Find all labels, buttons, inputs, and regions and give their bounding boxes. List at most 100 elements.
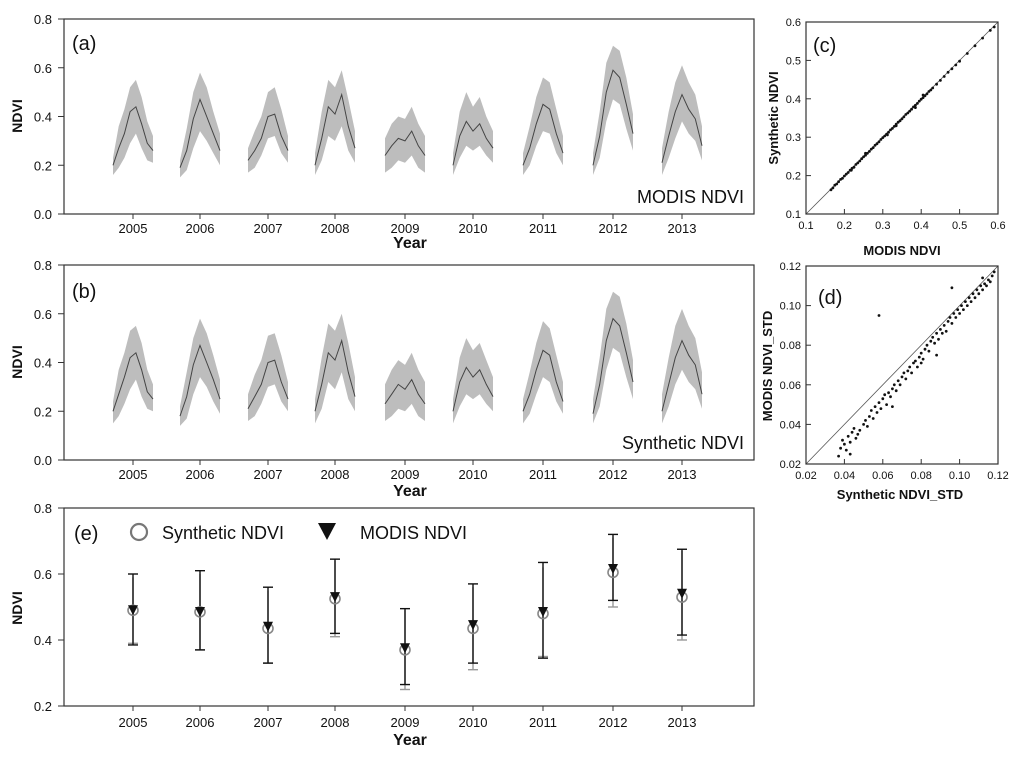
- x-tick-label: 0.02: [795, 470, 816, 482]
- scatter-point: [883, 393, 887, 397]
- panel-a-label: (a): [72, 33, 96, 55]
- scatter-point: [937, 337, 940, 341]
- scatter-point: [917, 355, 921, 359]
- y-tick-label: 0.5: [786, 55, 801, 67]
- panel-e-frame: [63, 507, 755, 707]
- scatter-point: [933, 341, 936, 345]
- scatter-point: [942, 75, 946, 78]
- y-tick-label: 0.6: [34, 307, 52, 322]
- scatter-point: [900, 375, 904, 379]
- scatter-point: [852, 165, 856, 169]
- panel-a: 0.0 0.2 0.4 0.6 0.8 2005 2006 2007 2008 2009 2010…: [9, 12, 755, 252]
- panel-a-annotation: MODIS NDVI: [637, 187, 744, 207]
- scatter-point: [990, 274, 994, 278]
- scatter-point: [864, 151, 867, 155]
- mean-line-2008: [314, 338, 356, 412]
- scatter-point: [881, 397, 885, 401]
- scatter-point: [848, 452, 852, 456]
- scatter-point: [862, 423, 865, 426]
- panel-d-xlabel: Synthetic NDVI_STD: [837, 487, 963, 502]
- scatter-point: [896, 120, 900, 124]
- y-tick-label: 0.10: [780, 301, 801, 313]
- x-tick-label: 2011: [529, 467, 557, 482]
- scatter-point: [877, 140, 881, 144]
- scatter-point: [894, 389, 898, 393]
- scatter-point: [858, 159, 862, 163]
- scatter-point: [902, 371, 906, 375]
- x-tick-label: 2008: [321, 467, 350, 482]
- scatter-point: [958, 59, 961, 63]
- scatter-point: [939, 79, 942, 82]
- scatter-point: [891, 387, 894, 391]
- scatter-point: [837, 454, 840, 458]
- scatter-point: [954, 63, 958, 67]
- spread-band-2011: [523, 321, 563, 424]
- y-tick-label: 0.08: [780, 340, 801, 352]
- scatter-point: [988, 29, 992, 32]
- scatter-point: [988, 280, 992, 284]
- scatter-point: [892, 383, 896, 387]
- x-tick-label: 2011: [529, 715, 557, 730]
- scatter-point: [942, 324, 946, 327]
- scatter-point: [896, 379, 900, 383]
- scatter-point: [854, 163, 858, 166]
- y-tick-label: 0.4: [34, 633, 52, 648]
- y-tick-label: 0.4: [34, 356, 52, 371]
- x-tick-label: 2007: [254, 715, 283, 730]
- mean-line-2012: [592, 69, 634, 166]
- scatter-point: [839, 446, 842, 450]
- scatter-point: [910, 107, 913, 111]
- scatter-point: [971, 292, 975, 296]
- spread-band-2013: [662, 308, 702, 424]
- scatter-point: [906, 369, 910, 373]
- x-tick-label: 2008: [321, 715, 350, 730]
- x-tick-label: 0.06: [872, 470, 893, 482]
- scatter-point: [962, 308, 965, 311]
- x-tick-label: 2007: [254, 221, 283, 236]
- scatter-point: [856, 161, 860, 165]
- y-tick-label: 0.6: [34, 61, 52, 76]
- scatter-point: [887, 391, 890, 395]
- scatter-point: [906, 111, 910, 115]
- scatter-point: [939, 328, 942, 331]
- mean-line-2007: [247, 359, 289, 410]
- y-tick-label: 0.8: [34, 12, 52, 27]
- y-tick-label: 0.02: [780, 459, 801, 471]
- scatter-point: [973, 296, 977, 300]
- spread-band-2011: [523, 77, 563, 175]
- scatter-point: [977, 292, 981, 296]
- scatter-point: [904, 377, 908, 381]
- scatter-point: [983, 282, 986, 286]
- x-tick-label: 0.04: [834, 470, 855, 482]
- scatter-point: [914, 103, 917, 107]
- scatter-point: [944, 329, 948, 333]
- mean-line-2011: [522, 349, 564, 412]
- x-tick-label: 2012: [599, 221, 628, 236]
- panel-c-ylabel: Synthetic NDVI: [766, 71, 781, 164]
- scatter-point: [877, 314, 881, 317]
- scatter-point: [979, 284, 983, 288]
- modis-marker: [195, 606, 205, 617]
- scatter-point: [835, 182, 839, 186]
- scatter-point: [841, 438, 844, 442]
- mean-line-2013: [661, 93, 703, 163]
- scatter-point: [862, 155, 865, 159]
- scatter-point: [919, 351, 923, 355]
- y-tick-label: 0.4: [786, 94, 801, 106]
- scatter-point: [954, 316, 958, 319]
- scatter-point: [927, 349, 931, 353]
- scatter-point: [921, 357, 925, 361]
- scatter-point: [889, 395, 892, 399]
- scatter-point: [866, 425, 869, 428]
- scatter-point: [881, 136, 885, 140]
- mean-line-2009: [384, 378, 426, 405]
- scatter-point: [948, 316, 952, 319]
- scatter-point: [950, 322, 954, 325]
- scatter-point: [921, 93, 925, 97]
- x-tick-label: 0.3: [875, 220, 890, 232]
- scatter-point: [891, 126, 894, 130]
- panel-b-ylabel: NDVI: [9, 345, 25, 378]
- x-tick-label: 2006: [186, 467, 215, 482]
- scatter-point: [935, 353, 938, 357]
